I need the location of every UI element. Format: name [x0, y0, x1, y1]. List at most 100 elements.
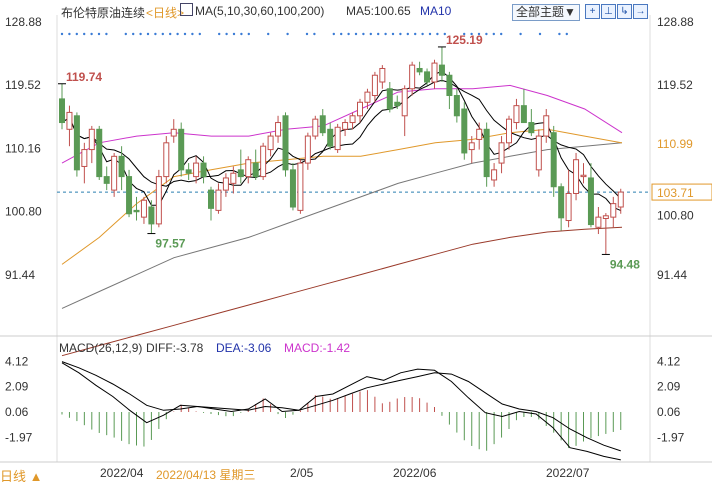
signal-dot [538, 32, 542, 36]
candle-body [327, 128, 334, 147]
signal-dot [176, 32, 179, 36]
high-label-1: 119.74 [66, 70, 102, 84]
candle-body [260, 145, 267, 178]
signal-dot [313, 32, 316, 36]
candle-body [111, 155, 118, 191]
candle-body [252, 162, 259, 178]
price-tick-right: 91.44 [657, 268, 687, 282]
candle-body [379, 67, 386, 83]
candle-body [334, 126, 341, 151]
signal-dot [565, 32, 568, 36]
step-icon[interactable]: ↳ [617, 4, 632, 19]
candle-body [595, 216, 602, 228]
signal-dot [384, 32, 387, 36]
price-tick-left: 128.88 [5, 15, 42, 29]
macd-diff: DIFF:-3.78 [146, 341, 204, 355]
signal-dot [428, 32, 432, 36]
instrument-name: 布伦特原油连续 [61, 6, 146, 20]
signal-dot [443, 32, 446, 36]
candle-body [468, 142, 475, 151]
last-price-box [651, 183, 712, 201]
candle-body [550, 132, 557, 188]
price-tick-left: 100.80 [5, 205, 42, 219]
signal-dot [406, 32, 409, 36]
signal-dot [492, 32, 495, 36]
candle-body [513, 105, 520, 124]
candle-body [431, 62, 438, 83]
signal-dot [169, 32, 172, 36]
price-tick-right: 128.88 [657, 15, 694, 29]
candle-body [386, 88, 393, 110]
ma5-value: MA5:100.65 [346, 4, 411, 18]
signal-dot [161, 32, 164, 36]
candle-body [155, 176, 162, 225]
x-tick-jul: 2022/07 [546, 466, 590, 480]
macd-tick-right: 4.12 [657, 354, 681, 368]
ma5-line [61, 70, 622, 212]
candle-body [520, 105, 527, 124]
low-label-1: 97.57 [155, 237, 185, 251]
last-price-label: 103.71 [657, 186, 694, 200]
ma-chart-icon[interactable] [180, 3, 193, 16]
signal-dot [83, 32, 86, 36]
high-label-2: 125.19 [446, 33, 483, 47]
ma30-line [61, 84, 623, 164]
signal-dot [305, 32, 309, 36]
candle-body [558, 186, 565, 219]
candle-body [565, 192, 572, 222]
candle-body [126, 176, 133, 215]
signal-dot [369, 32, 372, 36]
signal-dot [198, 32, 201, 36]
candle-body [349, 115, 356, 124]
macd-tick-right: 2.09 [657, 380, 681, 394]
signal-dot [286, 32, 289, 36]
period-label: <日线> [146, 6, 185, 20]
candle-body [401, 88, 408, 117]
candle-body [267, 135, 274, 151]
candle-body [185, 169, 192, 174]
candle-body [528, 122, 535, 134]
signal-dot [470, 32, 473, 36]
price-tick-left: 110.16 [5, 141, 41, 155]
exit-icon[interactable]: → [633, 4, 648, 19]
ma60-price-label: 110.99 [657, 137, 693, 151]
candle-body [170, 128, 177, 137]
candle-body [573, 159, 580, 194]
candle-body [476, 128, 483, 140]
candle-body [342, 122, 349, 130]
signal-dot [519, 32, 522, 36]
candle-body [610, 203, 617, 218]
candle-body [357, 101, 363, 117]
candle-body [409, 64, 416, 90]
candle-body [438, 64, 445, 76]
ma10-label: MA10 [420, 4, 452, 18]
bars-icon[interactable]: ⊥ [601, 4, 616, 19]
signal-dot [414, 32, 417, 36]
price-tick-right: 119.52 [657, 78, 693, 92]
signal-dot [500, 32, 503, 36]
signal-dot [124, 32, 128, 36]
theme-dropdown[interactable]: 全部主题▼ [512, 4, 580, 21]
candle-body [416, 67, 423, 73]
x-tick-apr: 2022/04 [100, 466, 144, 480]
period-toggle-button[interactable]: 日线 ▲ [0, 469, 43, 482]
signal-dot [240, 32, 243, 36]
candle-body [178, 128, 185, 171]
candle-body [491, 169, 498, 181]
signal-dot [218, 32, 221, 36]
grid-icon[interactable]: + [585, 4, 600, 19]
candle-body [230, 172, 237, 184]
price-tick-right: 100.80 [657, 209, 694, 223]
candle-body [200, 162, 207, 178]
signal-dot [75, 32, 79, 36]
signal-dot [132, 32, 135, 36]
signal-dot [332, 32, 335, 36]
cursor-date: 2022/04/13 星期三 [156, 468, 256, 482]
candle-body [215, 189, 222, 211]
candle-body [289, 169, 296, 208]
candle-body [461, 108, 468, 154]
candle-body [148, 206, 155, 225]
candle-body [364, 91, 371, 103]
